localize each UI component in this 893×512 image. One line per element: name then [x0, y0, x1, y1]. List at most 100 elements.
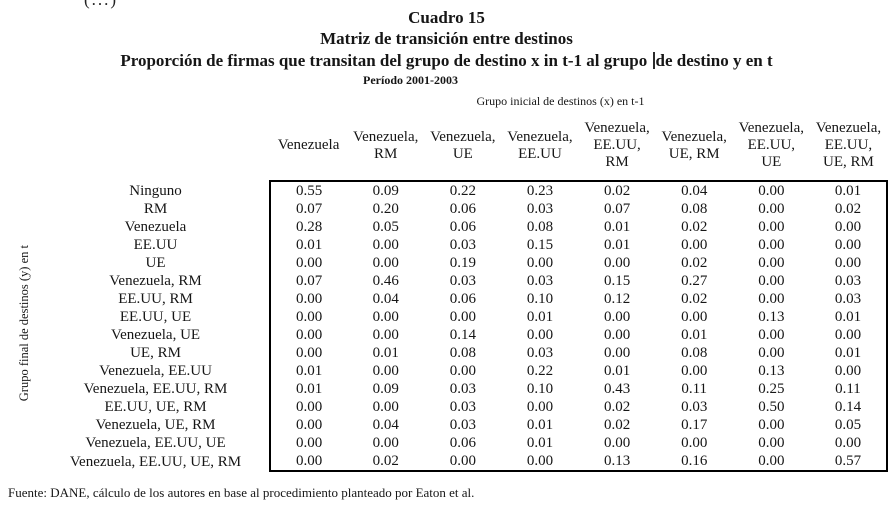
data-cell: 0.03 — [449, 417, 476, 433]
table-row: UE, RM 0.00 0.01 0.08 0.03 0.00 0.08 0.00 0.01 — [6, 344, 889, 362]
data-cell: 0.00 — [603, 435, 631, 451]
row-label: Venezuela, EE.UU — [99, 363, 212, 379]
column-header: Venezuela, EE.UU, RM — [578, 111, 656, 182]
data-cell: 0.00 — [758, 327, 785, 343]
data-cell: 0.57 — [809, 452, 889, 472]
data-cell: 0.10 — [526, 381, 554, 397]
data-cell: 0.01 — [603, 237, 631, 253]
transition-matrix-table: Grupo inicial de destinos (x) en t-1 Ven… — [6, 92, 889, 472]
data-cell: 0.08 — [681, 201, 708, 217]
data-cell: 0.00 — [758, 183, 785, 199]
header-spacer — [6, 111, 270, 181]
data-cell: 0.00 — [809, 236, 889, 254]
column-header: Venezuela, EE.UU, UE — [732, 111, 810, 182]
data-cell: 0.07 — [268, 200, 348, 218]
data-cell: 0.01 — [603, 363, 631, 379]
row-label: EE.UU, UE, RM — [104, 399, 207, 415]
data-cell: 0.00 — [809, 218, 889, 236]
table-row: Venezuela, UE 0.00 0.00 0.14 0.00 0.00 0.01 0.0… — [6, 326, 889, 344]
data-cell: 0.23 — [526, 183, 554, 199]
data-cell: 0.03 — [449, 273, 476, 289]
data-cell: 0.00 — [372, 327, 399, 343]
data-cell: 0.00 — [758, 237, 785, 253]
data-cell: 0.01 — [268, 380, 348, 398]
data-cell: 0.00 — [681, 237, 708, 253]
data-cell: 0.00 — [809, 326, 889, 344]
row-label: UE — [145, 255, 166, 271]
data-cell: 0.00 — [526, 327, 554, 343]
column-header: Venezuela, UE — [424, 111, 502, 182]
data-cell: 0.43 — [603, 381, 631, 397]
data-cell: 0.00 — [526, 255, 554, 271]
table-row: Venezuela, EE.UU, UE 0.00 0.00 0.06 0.01 0.00… — [6, 434, 889, 452]
data-cell: 0.00 — [268, 290, 348, 308]
data-cell: 0.07 — [268, 272, 348, 290]
data-cell: 0.20 — [372, 201, 399, 217]
data-cell: 0.08 — [526, 219, 554, 235]
row-label: Venezuela, RM — [109, 273, 202, 289]
data-cell: 0.00 — [758, 201, 785, 217]
data-cell: 0.14 — [449, 327, 476, 343]
data-cell: 0.00 — [372, 237, 399, 253]
data-cell: 0.02 — [603, 183, 631, 199]
title-block: Cuadro 15 Matriz de transición entre des… — [0, 0, 893, 89]
data-cell: 0.03 — [526, 273, 554, 289]
row-label: EE.UU, RM — [118, 291, 193, 307]
data-cell: 0.01 — [268, 236, 348, 254]
data-cell: 0.01 — [603, 219, 631, 235]
data-cell: 0.55 — [268, 181, 348, 200]
data-cell: 0.02 — [603, 399, 631, 415]
data-cell: 0.01 — [526, 435, 554, 451]
subtitle-before-cursor: Proporción de firmas que transitan del g… — [120, 51, 652, 70]
table-row: Venezuela, RM 0.07 0.46 0.03 0.03 0.15 0.27 0.0… — [6, 272, 889, 290]
row-label: Ninguno — [129, 182, 182, 199]
data-cell: 0.00 — [809, 254, 889, 272]
data-cell: 0.08 — [449, 345, 476, 361]
data-cell: 0.11 — [809, 380, 889, 398]
data-cell: 0.09 — [372, 183, 399, 199]
data-cell: 0.00 — [268, 398, 348, 416]
data-cell: 0.01 — [809, 344, 889, 362]
data-cell: 0.01 — [372, 345, 399, 361]
x-axis-label: Grupo inicial de destinos (x) en t-1 — [476, 94, 645, 108]
table-row: Venezuela, UE, RM 0.00 0.04 0.03 0.01 0.02 0.1… — [6, 416, 889, 434]
data-cell: 0.02 — [809, 200, 889, 218]
data-cell: 0.00 — [372, 435, 399, 451]
data-cell: 0.00 — [603, 345, 631, 361]
data-cell: 0.06 — [449, 435, 476, 451]
data-cell: 0.00 — [758, 273, 785, 289]
data-cell: 0.09 — [372, 381, 399, 397]
y-axis-label: Grupo final de destinos (y) en t — [16, 245, 31, 402]
data-cell: 0.01 — [809, 181, 889, 200]
text-cursor — [652, 52, 655, 69]
data-cell: 0.00 — [603, 255, 631, 271]
data-cell: 0.00 — [372, 363, 399, 379]
source-note: Fuente: DANE, cálculo de los autores en … — [8, 485, 475, 500]
table-row: EE.UU, UE, RM 0.00 0.00 0.03 0.00 0.02 0.03 0.5… — [6, 398, 889, 416]
data-cell: 0.00 — [268, 344, 348, 362]
data-cell: 0.14 — [809, 398, 889, 416]
data-cell: 0.00 — [372, 309, 399, 325]
data-cell: 0.06 — [449, 201, 476, 217]
data-cell: 0.10 — [526, 291, 554, 307]
data-cell: 0.05 — [809, 416, 889, 434]
data-cell: 0.02 — [347, 452, 425, 472]
data-cell: 0.00 — [603, 327, 631, 343]
table-row: RM 0.07 0.20 0.06 0.03 0.07 0.08 0.00 0.02 — [6, 200, 889, 218]
data-cell: 0.00 — [449, 363, 476, 379]
data-cell: 0.00 — [268, 254, 348, 272]
data-cell: 0.01 — [681, 327, 708, 343]
table-row: EE.UU 0.01 0.00 0.03 0.15 0.01 0.00 0.00 0.00 — [6, 236, 889, 254]
table-row: EE.UU, UE 0.00 0.00 0.00 0.01 0.00 0.00 0.13 0.0… — [6, 308, 889, 326]
data-cell: 0.00 — [449, 309, 476, 325]
cropped-corner-fragment: (...) — [84, 0, 118, 10]
column-header: Venezuela, RM — [347, 111, 425, 182]
row-label: Venezuela, UE, RM — [95, 417, 216, 433]
data-cell: 0.01 — [526, 309, 554, 325]
row-label: RM — [143, 201, 168, 217]
data-cell: 0.01 — [526, 417, 554, 433]
data-cell: 0.03 — [809, 290, 889, 308]
data-cell: 0.00 — [372, 399, 399, 415]
column-header: Venezuela, EE.UU, UE, RM — [809, 111, 887, 182]
data-cell: 0.02 — [603, 417, 631, 433]
